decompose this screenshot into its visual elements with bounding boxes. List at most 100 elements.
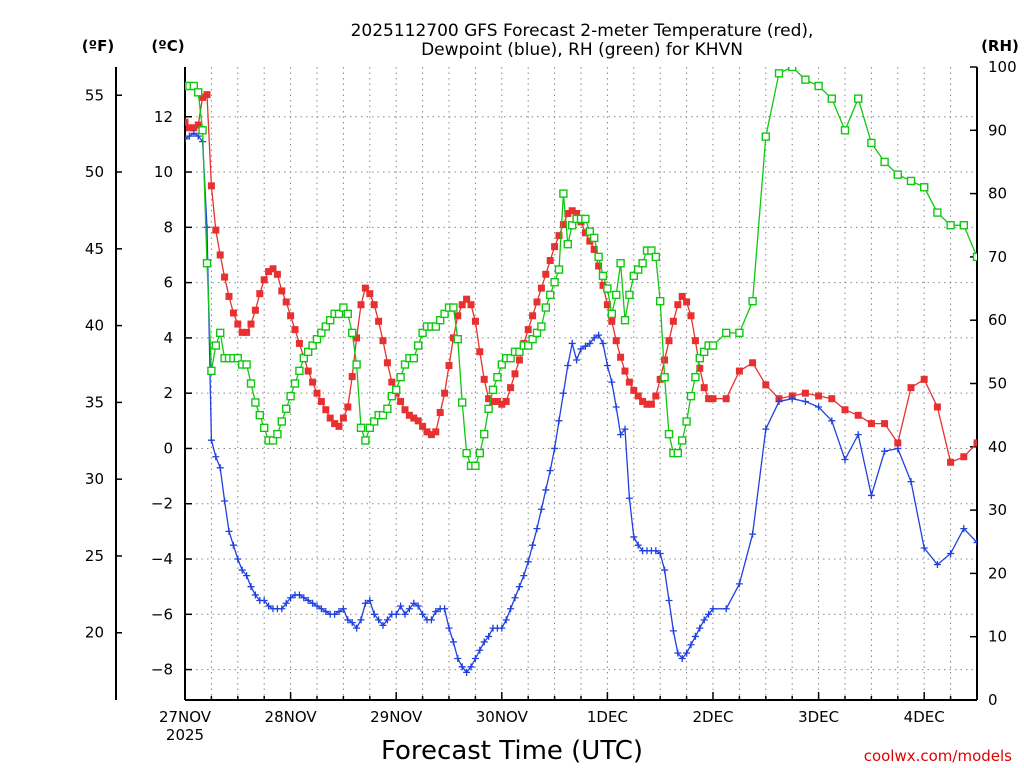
rh-point (541, 303, 550, 312)
temperature-point (256, 290, 264, 298)
dewpoint-point (683, 649, 691, 657)
temperature-point (581, 229, 589, 237)
dewpoint-point (265, 602, 273, 610)
rh-point (255, 410, 264, 420)
temperature-point (674, 301, 682, 309)
temperature-point (881, 420, 889, 428)
x-axis-title: Forecast Time (UTC) (381, 736, 643, 766)
dewpoint-point (933, 561, 941, 569)
temperature-point (625, 378, 633, 386)
rh-point (317, 328, 326, 338)
rh-point (959, 221, 968, 230)
rh-point (471, 461, 480, 470)
rh-point (920, 183, 929, 192)
temperature-point (260, 276, 268, 284)
dewpoint-point (828, 417, 836, 425)
temperature-point (749, 359, 757, 367)
temperature-point (608, 317, 616, 325)
rh-point (682, 417, 691, 426)
temperature-point (427, 431, 435, 439)
dewpoint-point (432, 608, 440, 616)
rh-point (664, 429, 674, 439)
rh-point (546, 290, 555, 300)
dewpoint-point (577, 345, 585, 353)
rh-point (735, 328, 744, 338)
celsius-tick-label: 12 (154, 108, 173, 126)
x-tick-label: 1DEC (587, 708, 628, 726)
celsius-tick-label: 10 (154, 163, 173, 181)
rh-series (185, 67, 977, 470)
dewpoint-point (687, 641, 695, 649)
temperature-point (515, 356, 523, 364)
rh-point (246, 379, 256, 388)
temperature-point (370, 301, 378, 309)
rh-point (616, 259, 625, 268)
chart-title-line-1: 2025112700 GFS Forecast 2-meter Temperat… (351, 21, 814, 41)
dewpoint-point (987, 544, 994, 551)
temperature-point (555, 232, 563, 240)
dewpoint-point (282, 599, 290, 607)
dewpoint-point (502, 616, 510, 624)
dewpoint-point (973, 538, 977, 546)
temperature-point (304, 367, 312, 375)
fahrenheit-unit-label: (ºF) (82, 37, 114, 55)
celsius-tick-label: −8 (151, 661, 173, 679)
rh-point (233, 353, 243, 363)
rh-point (339, 303, 348, 312)
x-tick-label: 3DEC (798, 708, 839, 726)
rh-tick-label: 0 (988, 691, 998, 709)
dewpoint-point (656, 549, 664, 557)
temperature-point (907, 384, 915, 392)
rh-point (242, 360, 251, 369)
fahrenheit-tick-label: 20 (85, 624, 104, 642)
temperature-point (291, 326, 299, 334)
temperature-point (480, 375, 488, 383)
dewpoint-point (586, 339, 594, 347)
dewpoint-point (185, 132, 193, 140)
rh-point (356, 423, 366, 433)
dewpoint-point (313, 602, 321, 610)
x-tick-label: 30NOV (476, 708, 529, 726)
rh-point (418, 328, 427, 338)
dewpoint-point (203, 223, 211, 231)
dewpoint-point (317, 605, 325, 613)
dewpoint-point (551, 444, 559, 452)
temperature-point (322, 406, 330, 414)
temperature-point (630, 386, 638, 394)
dewpoint-point (463, 668, 471, 676)
dewpoint-point (678, 655, 686, 663)
dewpoint-point (665, 596, 673, 604)
rh-tick-label: 60 (988, 311, 1007, 329)
rh-tick-label: 50 (988, 375, 1007, 393)
rh-point (761, 132, 770, 141)
celsius-tick-label: 4 (163, 329, 173, 347)
rh-point (352, 360, 361, 369)
rh-point (638, 259, 647, 268)
rh-point (202, 259, 212, 268)
rh-point (612, 290, 621, 300)
dewpoint-point (881, 447, 889, 455)
rh-point (568, 221, 577, 230)
rh-point (260, 423, 269, 433)
rh-point (480, 429, 489, 439)
rh-point (365, 423, 374, 433)
rh-tick-label: 20 (988, 564, 1007, 582)
dewpoint-point (749, 530, 757, 538)
temperature-point (339, 414, 347, 422)
temperature-point (599, 281, 607, 289)
temperature-point (463, 295, 471, 303)
rh-point (462, 448, 471, 458)
rh-point (396, 372, 405, 382)
temperature-point (313, 389, 321, 397)
rh-point (598, 271, 608, 281)
dewpoint-series (185, 129, 994, 676)
dewpoint-point (700, 616, 708, 624)
temperature-point (815, 392, 823, 400)
temperature-point (190, 124, 198, 132)
temperature-point (511, 370, 519, 378)
dewpoint-point (221, 497, 229, 505)
dewpoint-point (947, 549, 955, 557)
temperature-point (529, 312, 537, 320)
temperature-point (643, 400, 651, 408)
temperature-point (537, 284, 545, 292)
